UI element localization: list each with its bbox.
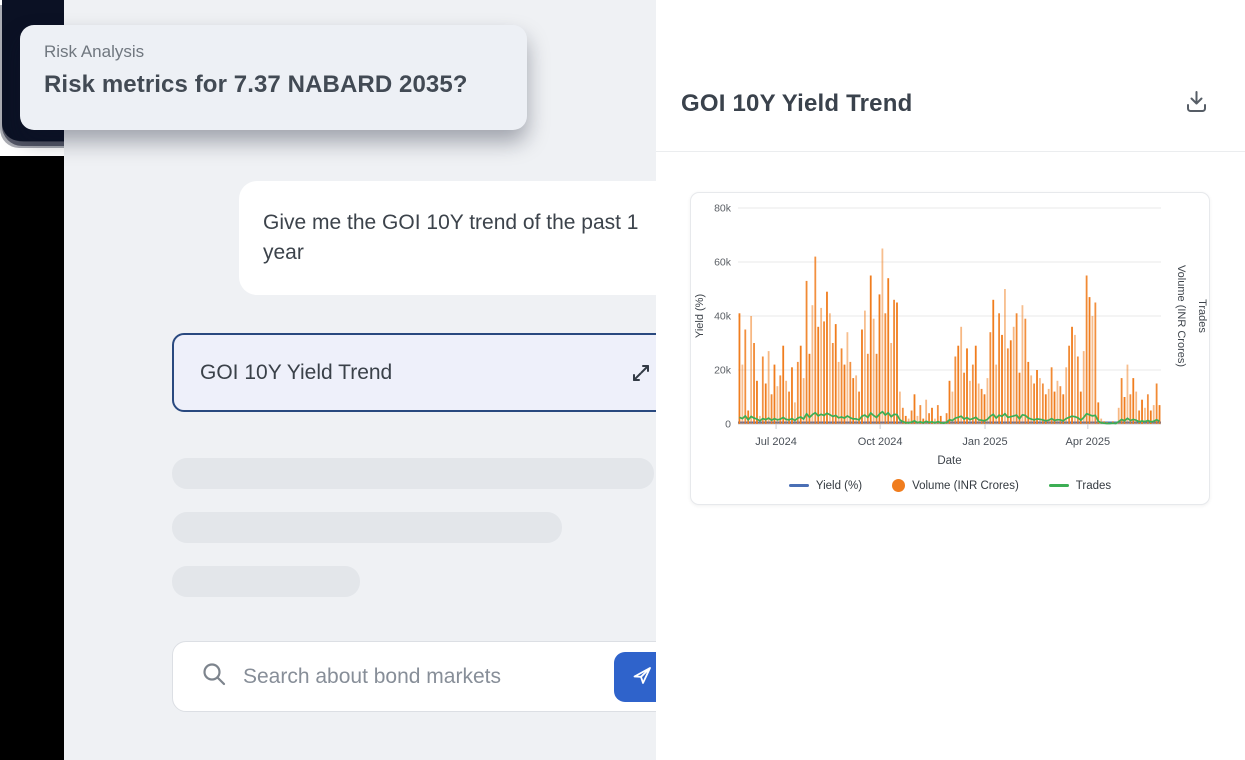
yield-line-swatch [788, 484, 809, 487]
chart-card: 0 20k 40k 60k 80k Jul 2024 Oct 2024 Jan 2025 Apr… [690, 192, 1210, 505]
svg-text:40k: 40k [714, 311, 732, 323]
backdrop-left-strip [0, 156, 64, 760]
artifact-panel: GOI 10Y Yield Trend 0 20k 40k 60k 80k Jul 202… [656, 0, 1245, 760]
legend-label: Trades [1075, 479, 1112, 492]
suggestion-question: Risk metrics for 7.37 NABARD 2035? [44, 71, 468, 98]
user-message-text: Give me the GOI 10Y trend of the past 1 … [263, 211, 639, 264]
search-input[interactable] [243, 664, 614, 689]
expand-icon[interactable] [629, 361, 653, 385]
skeleton-loader-bar [172, 566, 360, 597]
chat-search-bar [172, 641, 681, 712]
chart-legend: Yield (%) Volume (INR Crores) Trades [691, 479, 1209, 492]
skeleton-loader-bar [172, 512, 562, 543]
search-icon [201, 661, 227, 692]
svg-text:Yield (%): Yield (%) [694, 294, 706, 338]
svg-text:Date: Date [937, 455, 961, 467]
svg-text:Trades: Trades [1196, 299, 1208, 333]
user-message-bubble: Give me the GOI 10Y trend of the past 1 … [239, 181, 681, 295]
svg-text:Jan 2025: Jan 2025 [962, 436, 1007, 448]
artifact-panel-header: GOI 10Y Yield Trend [656, 41, 1245, 152]
legend-item-yield: Yield (%) [788, 479, 863, 492]
skeleton-loader-bar [172, 458, 654, 489]
svg-text:Oct 2024: Oct 2024 [858, 436, 903, 448]
volume-dot-swatch [892, 479, 906, 492]
artifact-card-label: GOI 10Y Yield Trend [200, 360, 393, 384]
legend-item-volume: Volume (INR Crores) [892, 479, 1019, 492]
svg-text:Jul 2024: Jul 2024 [755, 436, 797, 448]
artifact-card-goi-10y[interactable]: GOI 10Y Yield Trend [172, 333, 681, 412]
legend-item-trades: Trades [1048, 479, 1112, 492]
suggestion-card-risk-analysis[interactable]: Risk Analysis Risk metrics for 7.37 NABA… [20, 25, 527, 130]
download-button[interactable] [1179, 86, 1213, 120]
trades-line-swatch [1048, 484, 1069, 487]
legend-label: Yield (%) [815, 479, 863, 492]
svg-text:0: 0 [725, 419, 731, 431]
yield-trend-chart: 0 20k 40k 60k 80k Jul 2024 Oct 2024 Jan 2025 Apr… [694, 203, 1208, 468]
suggestion-category: Risk Analysis [44, 42, 145, 61]
send-icon [630, 663, 654, 690]
svg-text:80k: 80k [714, 203, 732, 215]
panel-title: GOI 10Y Yield Trend [681, 90, 913, 117]
legend-label: Volume (INR Crores) [912, 479, 1019, 492]
download-icon [1183, 88, 1210, 118]
svg-text:60k: 60k [714, 257, 732, 269]
svg-text:20k: 20k [714, 365, 732, 377]
svg-text:Volume (INR Crores): Volume (INR Crores) [1175, 265, 1187, 367]
svg-text:Apr 2025: Apr 2025 [1065, 436, 1110, 448]
